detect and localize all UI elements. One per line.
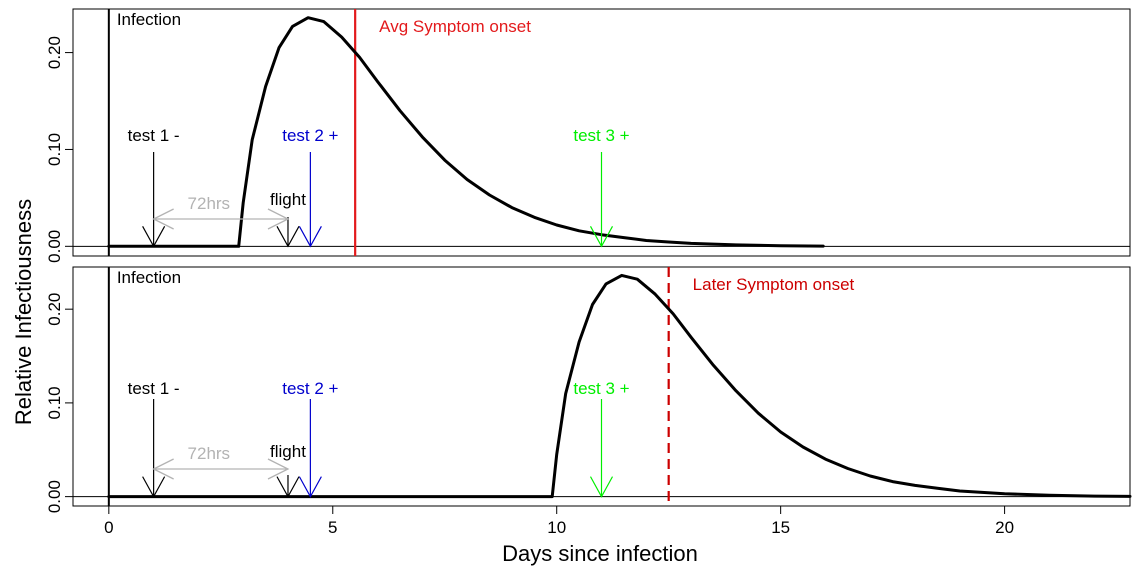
symptom-onset-label: Avg Symptom onset (379, 17, 531, 36)
x-axis: 0 5 10 15 20 (104, 505, 1014, 537)
test-2-label: test 2 + (282, 126, 338, 145)
infectiousness-curve (107, 16, 825, 248)
test-3-arrow-head (589, 226, 614, 248)
x-axis-title: Days since infection (502, 541, 698, 566)
x-tick-label: 5 (328, 518, 337, 537)
test-1-arrow-head (142, 226, 166, 248)
infection-label: Infection (117, 10, 181, 29)
test-2-arrow-head (298, 226, 322, 248)
window-left-head (152, 458, 174, 480)
flight-label: flight (270, 190, 306, 209)
infection-label: Infection (117, 268, 181, 287)
x-tick-label: 10 (547, 518, 566, 537)
y-tick-label: 0.10 (45, 133, 64, 166)
window-left-head (152, 208, 174, 230)
infectiousness-curve (107, 273, 1132, 499)
test-2-arrow-head (298, 476, 322, 498)
window-label: 72hrs (188, 444, 231, 463)
test-3-label: test 3 + (573, 126, 629, 145)
panel-1: 0.00 0.10 0.20 Infection Avg Symptom onset te… (45, 8, 1131, 263)
x-tick-label: 0 (104, 518, 113, 537)
flight-arrow-head (276, 476, 300, 498)
y-tick-label: 0.10 (45, 386, 64, 419)
test-1-arrow (142, 152, 166, 248)
x-tick-label: 20 (995, 518, 1014, 537)
test-3-arrow (589, 152, 614, 248)
test-2-arrow (298, 399, 322, 498)
flight-arrow-head (276, 226, 300, 248)
test-1-label: test 1 - (128, 126, 180, 145)
flight-arrow (276, 217, 300, 248)
y-tick-label: 0.00 (45, 480, 64, 513)
window-72hrs: 72hrs (152, 194, 290, 230)
flight-label: flight (270, 442, 306, 461)
window-right-head (267, 458, 290, 480)
x-tick-label: 15 (771, 518, 790, 537)
y-tick-label: 0.20 (45, 36, 64, 69)
window-label: 72hrs (188, 194, 231, 213)
test-3-arrow (589, 399, 614, 498)
window-72hrs: 72hrs (152, 444, 290, 480)
flight-arrow (276, 475, 300, 498)
panel-frame (72, 8, 1131, 257)
test-3-arrow-head (589, 476, 614, 498)
symptom-onset-label: Later Symptom onset (693, 275, 855, 294)
panel-2: 0.00 0.10 0.20 Infection Later Symptom onset… (45, 266, 1132, 513)
chart-panels: 0.00 0.10 0.20 Infection Avg Symptom onset te… (45, 8, 1132, 513)
test-1-label: test 1 - (128, 379, 180, 398)
y-tick-label: 0.20 (45, 293, 64, 326)
test-2-arrow (298, 152, 322, 248)
y-axis-title: Relative Infectiousness (11, 199, 36, 425)
test-1-arrow (142, 399, 166, 498)
test-1-arrow-head (142, 476, 166, 498)
test-3-label: test 3 + (573, 379, 629, 398)
y-tick-label: 0.00 (45, 230, 64, 263)
test-2-label: test 2 + (282, 379, 338, 398)
window-right-head (267, 208, 290, 230)
